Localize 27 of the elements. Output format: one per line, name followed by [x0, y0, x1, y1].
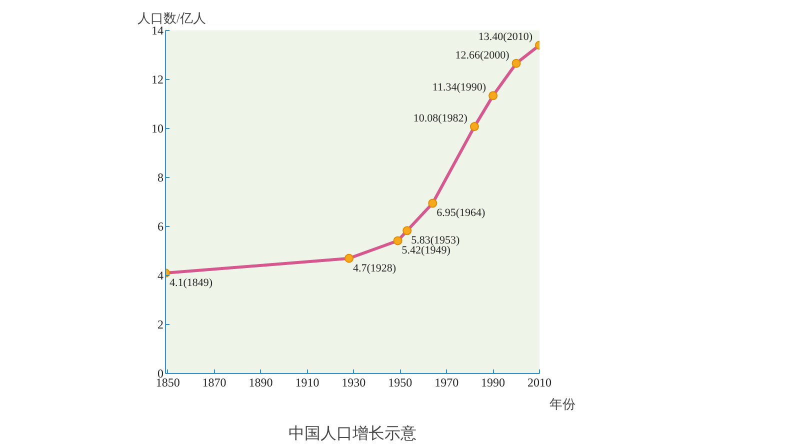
y-tick-label: 4: [158, 268, 164, 282]
data-label: 5.42(1949): [402, 244, 451, 257]
y-tick-label: 10: [152, 122, 164, 136]
data-label: 6.95(1964): [436, 207, 486, 220]
data-label: 11.34(1990): [432, 82, 486, 94]
x-tick-label: 1890: [248, 376, 273, 390]
data-label: 13.40(2010): [478, 31, 533, 44]
x-tick-label: 2010: [528, 376, 552, 390]
x-tick-label: 1950: [388, 376, 412, 390]
y-tick-label: 8: [158, 170, 164, 184]
y-tick-label: 14: [152, 24, 164, 38]
x-tick-label: 1930: [342, 376, 366, 390]
x-axis-title: 年份: [550, 396, 576, 412]
x-tick-label: 1990: [481, 376, 506, 390]
y-tick-label: 2: [158, 318, 164, 332]
y-tick-label: 6: [158, 220, 164, 234]
x-tick-label: 1910: [295, 376, 320, 390]
data-label: 4.1(1849): [170, 277, 213, 290]
text: 中国人口增长示意: [288, 424, 416, 442]
y-tick-label: 12: [152, 72, 164, 86]
x-tick-label: 1970: [434, 376, 459, 390]
data-label: 10.08(1982): [413, 112, 468, 125]
y-axis-title: 人口数/亿人: [138, 10, 206, 26]
x-tick-label: 1870: [202, 376, 226, 390]
data-label: 5.83(1953): [411, 234, 460, 247]
data-label: 4.7(1928): [353, 262, 396, 274]
data-label: 12.66(2000): [455, 49, 510, 62]
